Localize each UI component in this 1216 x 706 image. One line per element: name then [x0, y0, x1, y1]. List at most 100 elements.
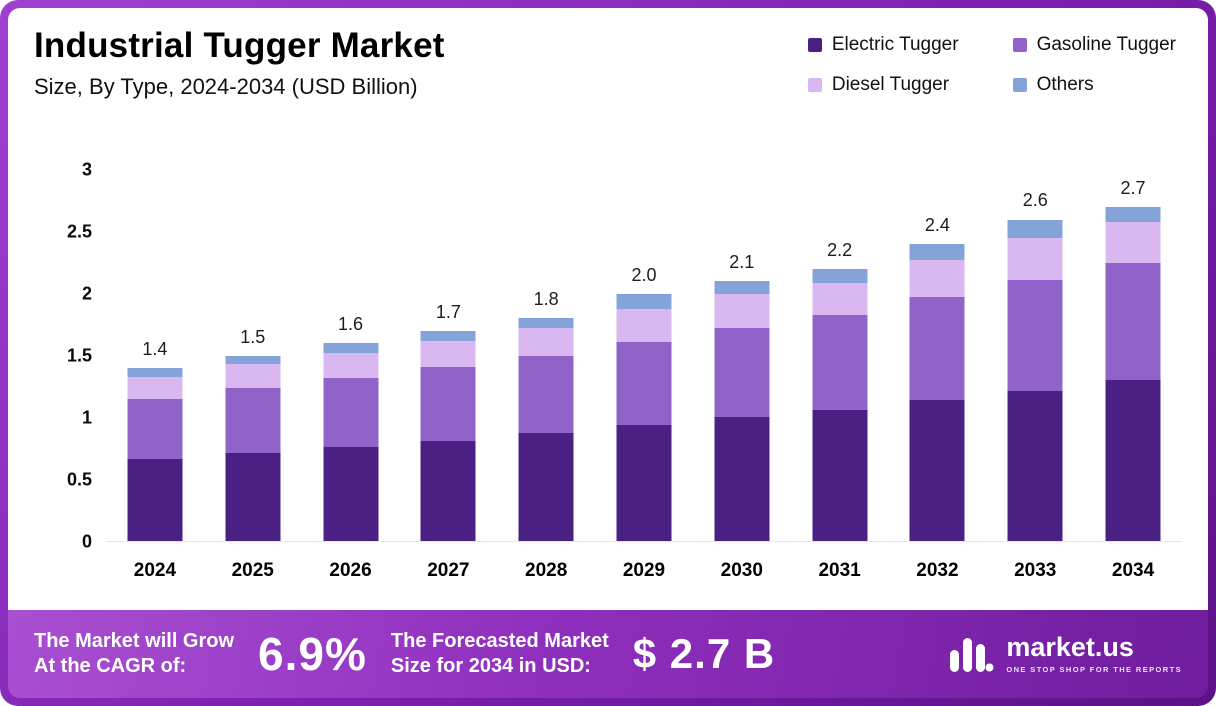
bar-segment-gasoline-tugger-2026	[323, 377, 379, 448]
bar-segment-electric-tugger-2028	[518, 433, 574, 541]
x-axis-label-2031: 2031	[818, 560, 861, 581]
bar-total-label-2024: 1.4	[142, 338, 168, 359]
legend-item-others: Others	[1012, 74, 1176, 96]
bar-total-label-2026: 1.6	[338, 314, 364, 335]
bar-segment-others-2032	[909, 244, 965, 261]
page-title: Industrial Tugger Market	[34, 26, 445, 65]
bar-total-label-2030: 2.1	[729, 252, 755, 273]
stacked-bar-2034	[1105, 207, 1161, 541]
bar-segment-others-2029	[616, 293, 672, 309]
stacked-bar-2028	[518, 318, 574, 541]
stacked-bar-2027	[420, 330, 476, 541]
stacked-bar-2032	[909, 244, 965, 541]
legend: Electric Tugger Gasoline Tugger Diesel Tug…	[807, 34, 1176, 96]
bar-segment-electric-tugger-2025	[225, 453, 281, 541]
x-axis-label-2029: 2029	[622, 560, 666, 581]
bar-segment-gasoline-tugger-2034	[1105, 262, 1161, 381]
legend-item-gasoline-tugger: Gasoline Tugger	[1012, 34, 1176, 56]
bar-segment-others-2028	[518, 318, 574, 329]
bar-segment-gasoline-tugger-2029	[616, 341, 672, 425]
stacked-bar-2030	[714, 281, 770, 541]
forecast-label-line1: The Forecasted Market	[390, 630, 609, 652]
stacked-bar-2024	[127, 367, 183, 541]
bar-segment-diesel-tugger-2030	[714, 293, 770, 329]
bar-segment-diesel-tugger-2025	[225, 364, 281, 388]
legend-swatch-others	[1012, 78, 1027, 92]
marketus-logo: market.us ONE STOP SHOP FOR THE REPORTS	[948, 632, 1182, 677]
y-axis-tick-1.5: 1.5	[66, 345, 92, 366]
stacked-bar-chart: 0 0.5 1 1.5 2 2.5 3 1.4 1.5 1.6 1.7 1.8 2.0 2.1 2.2 2.…	[34, 160, 1182, 582]
bar-segment-others-2026	[323, 343, 379, 354]
plot-area: 1.4 1.5 1.6 1.7 1.8 2.0 2.1 2.2 2.4 2.6 2.7	[106, 170, 1182, 542]
bar-column-2028: 1.8	[497, 170, 595, 541]
bar-column-2031: 2.2	[791, 170, 889, 541]
x-axis-label-2026: 2026	[329, 560, 372, 581]
forecast-label-line2: Size for 2034 in USD:	[390, 655, 591, 677]
bar-segment-electric-tugger-2029	[616, 424, 672, 541]
bar-segment-electric-tugger-2032	[909, 400, 965, 541]
bar-total-label-2033: 2.6	[1022, 190, 1048, 211]
bar-column-2033: 2.6	[986, 170, 1084, 541]
y-axis: 0 0.5 1 1.5 2 2.5 3	[34, 160, 106, 552]
bar-segment-others-2027	[420, 330, 476, 341]
bar-segment-diesel-tugger-2034	[1105, 221, 1161, 263]
bar-segment-diesel-tugger-2029	[616, 308, 672, 342]
stacked-bar-2033	[1007, 219, 1063, 541]
bar-segment-electric-tugger-2030	[714, 417, 770, 541]
bar-total-label-2032: 2.4	[924, 215, 950, 236]
bar-segment-gasoline-tugger-2025	[225, 387, 281, 454]
bar-column-2024: 1.4	[106, 170, 204, 541]
x-axis-label-2027: 2027	[427, 560, 470, 581]
bar-segment-electric-tugger-2034	[1105, 380, 1161, 541]
bar-segment-diesel-tugger-2028	[518, 328, 574, 356]
bar-segment-electric-tugger-2031	[812, 409, 868, 541]
bar-total-label-2034: 2.7	[1120, 178, 1146, 199]
logo-name: market.us	[1006, 632, 1134, 662]
bar-segment-diesel-tugger-2024	[127, 376, 183, 399]
legend-item-electric-tugger: Electric Tugger	[807, 34, 959, 56]
bar-column-2026: 1.6	[302, 170, 400, 541]
legend-swatch-gasoline-tugger	[1012, 38, 1027, 52]
bar-segment-gasoline-tugger-2027	[420, 366, 476, 441]
bar-column-2027: 1.7	[399, 170, 497, 541]
stacked-bar-2029	[616, 293, 672, 541]
x-axis-label-2030: 2030	[720, 560, 763, 581]
plot-wrap: 1.4 1.5 1.6 1.7 1.8 2.0 2.1 2.2 2.4 2.6 2.7 2024 20…	[106, 170, 1182, 582]
legend-item-diesel-tugger: Diesel Tugger	[807, 74, 959, 96]
marketus-logo-icon	[948, 632, 994, 677]
bar-column-2025: 1.5	[204, 170, 302, 541]
x-axis-label-2032: 2032	[916, 560, 959, 581]
bar-segment-others-2025	[225, 355, 281, 365]
bar-segment-others-2024	[127, 367, 183, 377]
bar-total-label-2029: 2.0	[631, 264, 657, 285]
x-axis-label-2034: 2034	[1111, 560, 1155, 581]
chart-header: Industrial Tugger Market Size, By Type, …	[34, 26, 1182, 132]
bar-segment-electric-tugger-2026	[323, 447, 379, 541]
y-axis-tick-3: 3	[81, 159, 92, 180]
bar-segment-diesel-tugger-2027	[420, 340, 476, 367]
legend-label-gasoline-tugger: Gasoline Tugger	[1036, 34, 1176, 55]
cagr-label-line1: The Market will Grow	[34, 630, 235, 652]
bar-column-2030: 2.1	[693, 170, 791, 541]
x-axis-label-2025: 2025	[231, 560, 274, 581]
y-axis-tick-0: 0	[81, 531, 92, 552]
forecast-value: $ 2.7 B	[632, 630, 776, 677]
chart-card: Industrial Tugger Market Size, By Type, …	[8, 8, 1208, 610]
legend-label-others: Others	[1036, 74, 1094, 95]
bar-total-label-2031: 2.2	[827, 239, 853, 260]
y-axis-tick-0.5: 0.5	[66, 469, 92, 490]
bar-segment-gasoline-tugger-2033	[1007, 280, 1063, 392]
stacked-bar-2025	[225, 355, 281, 541]
cagr-label: The Market will Grow At the CAGR of:	[34, 629, 234, 679]
cagr-label-line2: At the CAGR of:	[34, 655, 187, 677]
legend-label-electric-tugger: Electric Tugger	[831, 34, 959, 55]
stacked-bar-2031	[812, 268, 868, 541]
y-axis-tick-1: 1	[81, 407, 92, 428]
y-axis-tick-2: 2	[81, 283, 92, 304]
x-axis: 2024 2025 2026 2027 2028 2029 2030 2031 2032 2033…	[106, 560, 1182, 582]
bar-segment-others-2034	[1105, 207, 1161, 222]
bar-total-label-2028: 1.8	[533, 289, 559, 310]
x-axis-label-2024: 2024	[133, 560, 177, 581]
bar-segment-diesel-tugger-2031	[812, 282, 868, 315]
